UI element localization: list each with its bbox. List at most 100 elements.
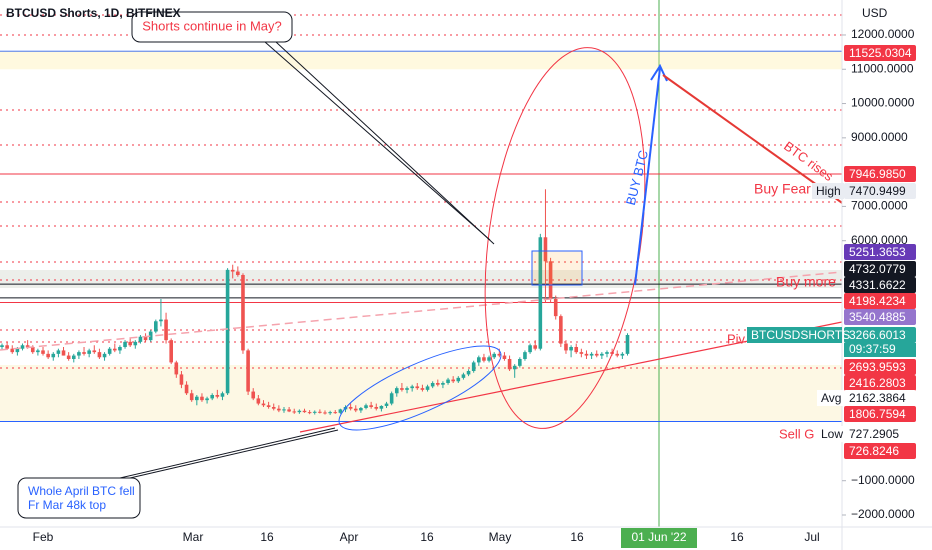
candle-body bbox=[36, 350, 40, 353]
candle-body bbox=[328, 412, 332, 414]
candle-body bbox=[420, 388, 425, 390]
currency: USD bbox=[862, 6, 888, 20]
x-tick-label: Mar bbox=[183, 530, 204, 544]
candle-body bbox=[615, 353, 620, 356]
candle-body bbox=[174, 362, 179, 375]
x-tick-label: May bbox=[489, 530, 512, 544]
annotation: Buy more bbox=[776, 274, 836, 290]
candle-body bbox=[220, 393, 225, 397]
candle-body bbox=[548, 261, 553, 299]
x-tick-label: Feb bbox=[33, 530, 54, 544]
candle-body bbox=[25, 345, 30, 347]
candle-body bbox=[154, 321, 158, 332]
countdown-bg bbox=[844, 343, 916, 357]
candle-body bbox=[138, 336, 143, 342]
candle-body bbox=[87, 350, 91, 354]
countdown: 09:37:59 bbox=[849, 342, 896, 356]
candle-body bbox=[302, 410, 307, 413]
annotation: Shorts continue in May? bbox=[142, 18, 281, 33]
candle-body bbox=[507, 358, 512, 370]
candle-body bbox=[143, 336, 148, 341]
candle-body bbox=[415, 386, 420, 389]
x-tick-label: 16 bbox=[420, 530, 434, 544]
price-tag bbox=[844, 45, 916, 61]
candle-body bbox=[512, 365, 517, 370]
candle-body bbox=[179, 374, 184, 385]
candle-body bbox=[528, 345, 532, 353]
zone bbox=[0, 51, 842, 70]
y-tick-label: 10000.0000 bbox=[851, 96, 915, 110]
price-tag bbox=[844, 293, 916, 309]
price-tag-label: 2693.9593 bbox=[849, 360, 906, 374]
candle-body bbox=[348, 406, 353, 409]
price-tag-label: 1806.7594 bbox=[849, 407, 906, 421]
candle-body bbox=[230, 269, 235, 272]
candle-body bbox=[487, 357, 491, 361]
candle-body bbox=[394, 388, 399, 394]
candle-body bbox=[189, 393, 194, 401]
price-tag-label: 4732.0779 bbox=[849, 262, 906, 276]
candle-body bbox=[210, 394, 215, 399]
side-label-bg bbox=[812, 183, 844, 199]
candle-body bbox=[466, 370, 471, 375]
candle-body bbox=[292, 411, 297, 413]
annotation: Fr Mar 48k top bbox=[28, 498, 106, 512]
y-tick-label: 6000.0000 bbox=[851, 233, 908, 247]
candle-body bbox=[61, 350, 66, 356]
annotation: Buy Fear bbox=[754, 181, 811, 197]
candle-body bbox=[246, 350, 250, 392]
y-tick-label: −2000.0000 bbox=[851, 507, 915, 521]
callout-box bbox=[17, 477, 141, 519]
candle-body bbox=[369, 405, 373, 407]
candle-body bbox=[56, 350, 61, 354]
candle-body bbox=[307, 412, 312, 414]
candle-body bbox=[123, 341, 127, 347]
candle-body bbox=[405, 388, 409, 390]
price-tag-label: 3540.4885 bbox=[849, 310, 906, 324]
candle-body bbox=[620, 353, 625, 356]
candle-body bbox=[92, 350, 97, 353]
y-tick-label: −1000.0000 bbox=[851, 473, 915, 487]
candle-body bbox=[15, 348, 20, 353]
arrow bbox=[634, 67, 661, 286]
candle-body bbox=[543, 237, 548, 262]
candle-body bbox=[425, 386, 430, 390]
candle-body bbox=[461, 374, 466, 378]
ellipse bbox=[338, 345, 502, 431]
y-tick-label: 12000.0000 bbox=[851, 27, 915, 41]
candle-body bbox=[107, 348, 112, 354]
dashed-trend bbox=[0, 271, 843, 351]
x-tick-label: Jul bbox=[804, 530, 819, 544]
price-tag bbox=[844, 327, 916, 343]
candle-body bbox=[195, 396, 199, 401]
candle-body bbox=[477, 357, 481, 363]
candle-body bbox=[184, 384, 189, 394]
candle-body bbox=[215, 394, 220, 397]
candle-body bbox=[364, 405, 368, 409]
candle-body bbox=[379, 405, 384, 409]
price-tag-label: 7470.9499 bbox=[849, 184, 906, 198]
candle-body bbox=[297, 410, 302, 413]
candle-body bbox=[128, 341, 132, 346]
dotted-levels bbox=[0, 14, 842, 369]
candle-body bbox=[430, 382, 435, 387]
candle-body bbox=[538, 237, 543, 349]
candle-body bbox=[236, 271, 240, 275]
price-tag bbox=[844, 375, 916, 391]
price-tag bbox=[844, 390, 916, 406]
candle-body bbox=[384, 403, 389, 406]
annotation: Piv bbox=[727, 331, 746, 346]
price-tag-label: 11525.0304 bbox=[849, 46, 912, 60]
callout-line bbox=[275, 41, 495, 245]
callout-line bbox=[119, 427, 336, 479]
candle-body bbox=[435, 382, 440, 385]
candle-body bbox=[46, 353, 50, 358]
candle-body bbox=[389, 393, 394, 404]
price-tag bbox=[844, 166, 916, 182]
candle-body bbox=[77, 352, 81, 356]
x-tick-label: 16 bbox=[730, 530, 744, 544]
callout-line bbox=[264, 41, 491, 241]
candle-body bbox=[446, 379, 450, 383]
price-tag-label: 2162.3864 bbox=[849, 391, 906, 405]
